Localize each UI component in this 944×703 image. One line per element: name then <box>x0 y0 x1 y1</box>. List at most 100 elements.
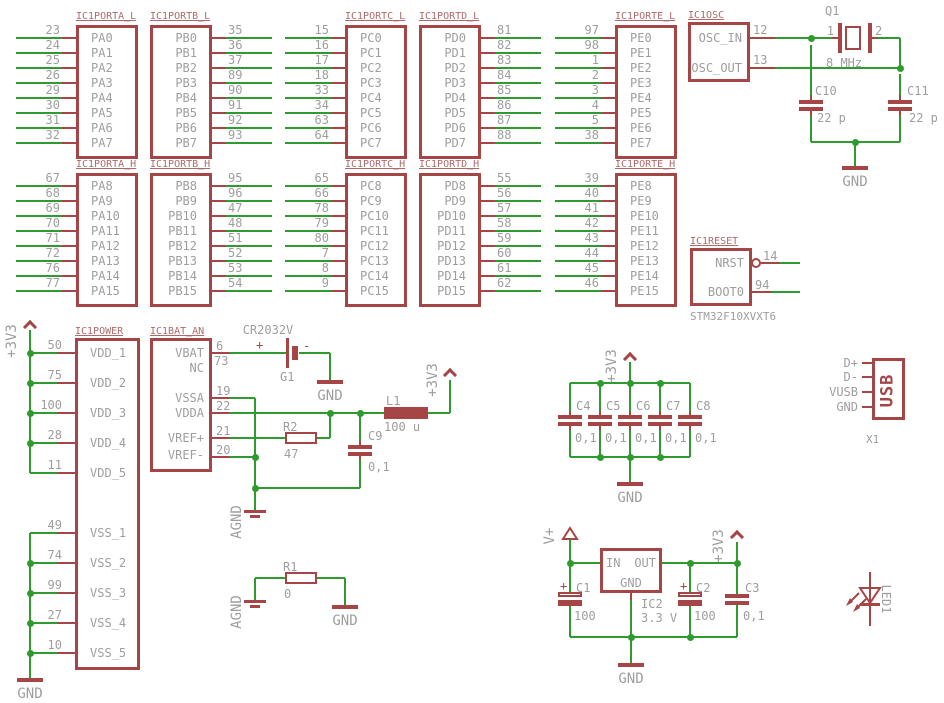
pin-label: PC12 <box>360 239 389 253</box>
pin-number: 13 <box>753 53 768 67</box>
inductor-l1-body <box>384 407 428 419</box>
wire <box>229 456 255 458</box>
pin-line <box>62 37 76 39</box>
pin-number: 85 <box>497 83 512 97</box>
pin-line <box>331 37 345 39</box>
pin-label: PA4 <box>91 91 113 105</box>
wire <box>569 383 571 411</box>
wire <box>16 290 62 292</box>
pin-label: PD10 <box>437 209 466 223</box>
pin-line <box>62 82 76 84</box>
pin-number: 49 <box>47 518 62 532</box>
wire <box>495 127 541 129</box>
pin-number: 97 <box>584 23 599 37</box>
pin-label: PB4 <box>175 91 197 105</box>
pin-number: 2 <box>591 68 599 82</box>
pin-label: VSS_2 <box>90 556 127 570</box>
wire <box>16 185 62 187</box>
wire <box>226 127 272 129</box>
pin-label: VSSA <box>175 391 204 405</box>
wire <box>772 291 800 293</box>
agnd-icon <box>244 510 266 513</box>
pin-label: VDD_2 <box>90 376 127 390</box>
wire <box>285 185 331 187</box>
wire <box>226 215 272 217</box>
pin-number: 70 <box>45 216 60 230</box>
wire <box>16 230 62 232</box>
pin-label: PC4 <box>360 91 382 105</box>
pin-line <box>57 352 75 354</box>
pin-line <box>62 112 76 114</box>
pin-label: PB3 <box>175 76 197 90</box>
pin-number: 16 <box>314 38 329 52</box>
pin-label: PC6 <box>360 121 382 135</box>
pin-label: PB2 <box>175 61 197 75</box>
pin-number: 8 <box>321 261 329 275</box>
pin-label: PA7 <box>91 136 113 150</box>
pin-line <box>212 437 229 439</box>
pin-label: VDD_5 <box>90 466 127 480</box>
wire <box>317 577 345 579</box>
pin-line <box>62 67 76 69</box>
pin-label: PD8 <box>444 179 466 193</box>
pin-label: VSS_1 <box>90 526 127 540</box>
cap-ref: C4 <box>576 399 591 413</box>
agnd-label: AGND <box>229 505 245 539</box>
wire <box>736 605 738 637</box>
pin-number: 14 <box>763 249 778 263</box>
pin-number: 33 <box>314 83 329 97</box>
pin-label: PE11 <box>630 224 659 238</box>
wire <box>630 600 632 637</box>
pin-label: VREF- <box>167 448 204 462</box>
pin-number: 75 <box>47 368 62 382</box>
wire <box>854 142 856 166</box>
pin-number: 7 <box>321 246 329 260</box>
power-name-label: IC1POWER <box>75 326 124 337</box>
wire <box>878 37 900 39</box>
wire <box>779 262 800 264</box>
pin-label: PA1 <box>91 46 113 60</box>
pin-label: D+ <box>843 356 858 370</box>
pin-number: 20 <box>216 443 231 457</box>
pin-number: 99 <box>47 578 62 592</box>
wire <box>285 67 331 69</box>
pin-label: GND <box>620 576 642 590</box>
wire <box>255 577 285 579</box>
wire <box>226 275 272 277</box>
capacitor-c6 <box>618 422 642 426</box>
pin-number: 4 <box>591 98 599 112</box>
pin-line <box>601 52 615 54</box>
pin-label: PC10 <box>360 209 389 223</box>
pin-number: 44 <box>584 246 599 260</box>
pin-line <box>629 411 631 415</box>
wire <box>229 412 384 414</box>
pin-label: PB5 <box>175 106 197 120</box>
pin-line <box>750 37 775 39</box>
pin-line <box>481 260 495 262</box>
wire <box>569 430 571 457</box>
pin-line <box>481 245 495 247</box>
pin-number: 41 <box>584 201 599 215</box>
wire <box>555 67 601 69</box>
port-box-ic1portd_h <box>419 173 481 307</box>
pin-number: 55 <box>497 171 512 185</box>
battery-plus-sign: + <box>256 338 264 352</box>
wire <box>16 112 62 114</box>
gnd-label: GND <box>842 174 868 190</box>
pin-line <box>212 290 226 292</box>
cap-ref: C3 <box>745 581 760 595</box>
wire <box>285 245 331 247</box>
pin-line <box>62 97 76 99</box>
pin-line <box>331 275 345 277</box>
usb-box <box>872 358 905 420</box>
gnd-icon <box>317 380 343 384</box>
junction-dot <box>27 380 34 387</box>
pin-line <box>331 200 345 202</box>
pin-number: 56 <box>497 186 512 200</box>
pin-label: PE5 <box>630 106 652 120</box>
pin-line <box>601 82 615 84</box>
pin-label: PA13 <box>91 254 120 268</box>
pin-line <box>62 275 76 277</box>
wire <box>255 487 360 489</box>
led-symbol-icon <box>840 568 900 630</box>
